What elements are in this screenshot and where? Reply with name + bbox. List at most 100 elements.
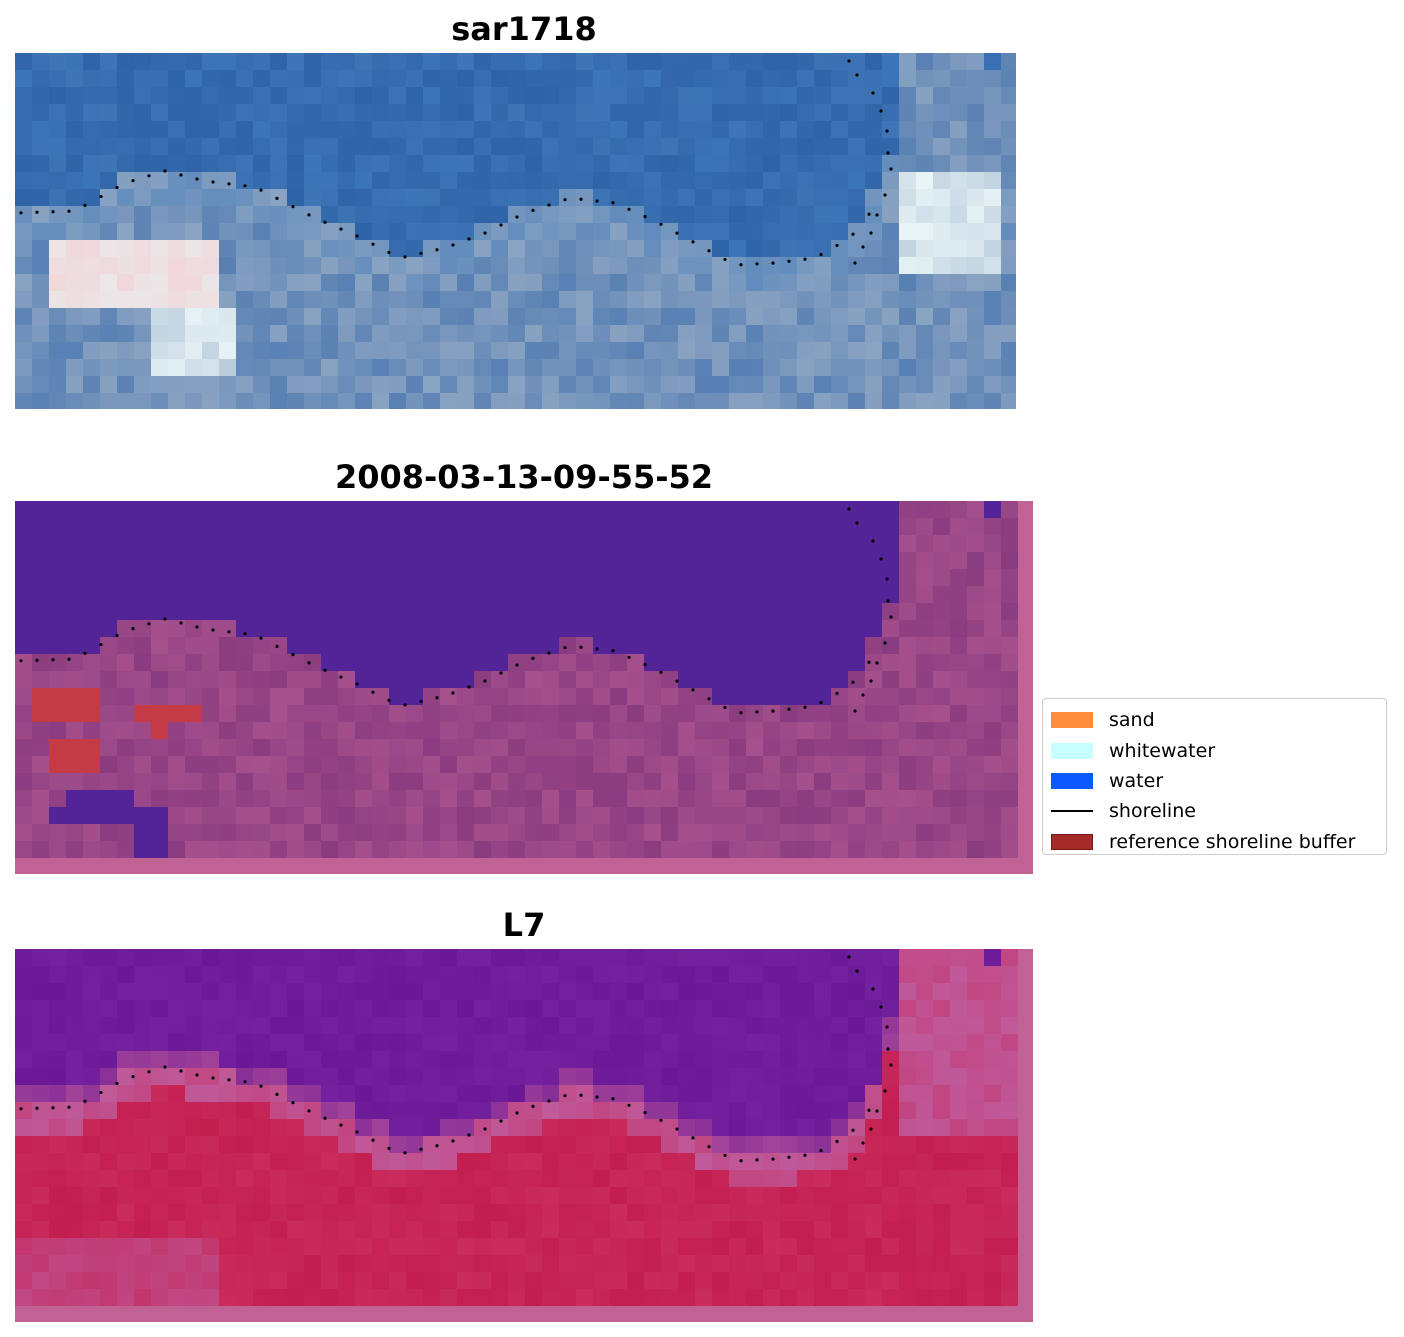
image-pixel [372, 274, 389, 291]
image-pixel [610, 308, 627, 325]
image-pixel [695, 308, 712, 325]
image-pixel [865, 807, 882, 824]
image-pixel [66, 70, 83, 87]
image-pixel [967, 671, 984, 688]
image-pixel [763, 1034, 780, 1051]
image-pixel [644, 1085, 661, 1102]
image-pixel [848, 291, 865, 308]
image-pixel [270, 1204, 287, 1221]
image-pixel [831, 654, 848, 671]
shoreline-dot [879, 557, 883, 561]
image-pixel [440, 705, 457, 722]
image-pixel [848, 773, 865, 790]
image-pixel [950, 688, 967, 705]
image-pixel [950, 70, 967, 87]
image-pixel [372, 138, 389, 155]
image-pixel [525, 756, 542, 773]
image-pixel [916, 223, 933, 240]
image-pixel [270, 983, 287, 1000]
image-pixel [474, 739, 491, 756]
image-pixel [49, 1272, 66, 1289]
image-pixel [338, 1272, 355, 1289]
image-pixel [491, 807, 508, 824]
image-pixel [49, 189, 66, 206]
image-pixel [151, 189, 168, 206]
image-pixel [848, 603, 865, 620]
image-pixel [185, 1170, 202, 1187]
image-pixel [763, 53, 780, 70]
image-pixel [933, 1068, 950, 1085]
image-pixel [797, 274, 814, 291]
image-pixel [236, 1272, 253, 1289]
image-pixel [610, 983, 627, 1000]
image-pixel [848, 1289, 865, 1306]
image-pixel [338, 620, 355, 637]
image-pixel [304, 138, 321, 155]
image-pixel [984, 1255, 1001, 1272]
image-pixel [661, 790, 678, 807]
shoreline-dot [259, 1084, 263, 1088]
image-pixel [423, 1068, 440, 1085]
image-pixel [780, 739, 797, 756]
image-pixel [321, 223, 338, 240]
image-pixel [814, 1204, 831, 1221]
image-pixel [83, 155, 100, 172]
image-pixel [321, 739, 338, 756]
image-pixel [627, 1000, 644, 1017]
image-pixel [202, 240, 219, 257]
image-pixel [508, 966, 525, 983]
image-pixel [355, 637, 372, 654]
image-pixel [474, 637, 491, 654]
image-pixel [474, 121, 491, 138]
image-pixel [967, 654, 984, 671]
image-pixel [763, 722, 780, 739]
image-pixel [814, 1068, 831, 1085]
image-pixel [355, 1153, 372, 1170]
image-pixel [457, 983, 474, 1000]
image-pixel [508, 1034, 525, 1051]
image-pixel [185, 1119, 202, 1136]
image-pixel [644, 722, 661, 739]
image-pixel [508, 824, 525, 841]
image-pixel [712, 1085, 729, 1102]
image-pixel [321, 552, 338, 569]
image-pixel [916, 87, 933, 104]
image-pixel [32, 966, 49, 983]
image-pixel [593, 1034, 610, 1051]
image-pixel [321, 1272, 338, 1289]
image-pixel [253, 1170, 270, 1187]
image-pixel [797, 342, 814, 359]
image-pixel [474, 688, 491, 705]
image-pixel [525, 569, 542, 586]
shoreline-dot [147, 174, 151, 178]
image-pixel [253, 722, 270, 739]
image-pixel [695, 1136, 712, 1153]
image-pixel [423, 637, 440, 654]
shoreline-dot [227, 1078, 231, 1082]
image-pixel [814, 1153, 831, 1170]
image-pixel [49, 1017, 66, 1034]
image-pixel [117, 1221, 134, 1238]
image-pixel [236, 1289, 253, 1306]
image-pixel [202, 1238, 219, 1255]
image-pixel [355, 342, 372, 359]
image-pixel [202, 654, 219, 671]
image-pixel [406, 739, 423, 756]
image-pixel [457, 756, 474, 773]
image-pixel [15, 722, 32, 739]
image-pixel [457, 87, 474, 104]
image-pixel [406, 223, 423, 240]
image-pixel [15, 841, 32, 858]
image-pixel [355, 807, 372, 824]
image-pixel [338, 1289, 355, 1306]
image-pixel [185, 1255, 202, 1272]
image-pixel [950, 569, 967, 586]
image-pixel [678, 722, 695, 739]
image-pixel [593, 274, 610, 291]
image-pixel [287, 138, 304, 155]
image-pixel [66, 1272, 83, 1289]
image-pixel [559, 1017, 576, 1034]
image-pixel [389, 966, 406, 983]
image-pixel [644, 705, 661, 722]
image-pixel [661, 1238, 678, 1255]
